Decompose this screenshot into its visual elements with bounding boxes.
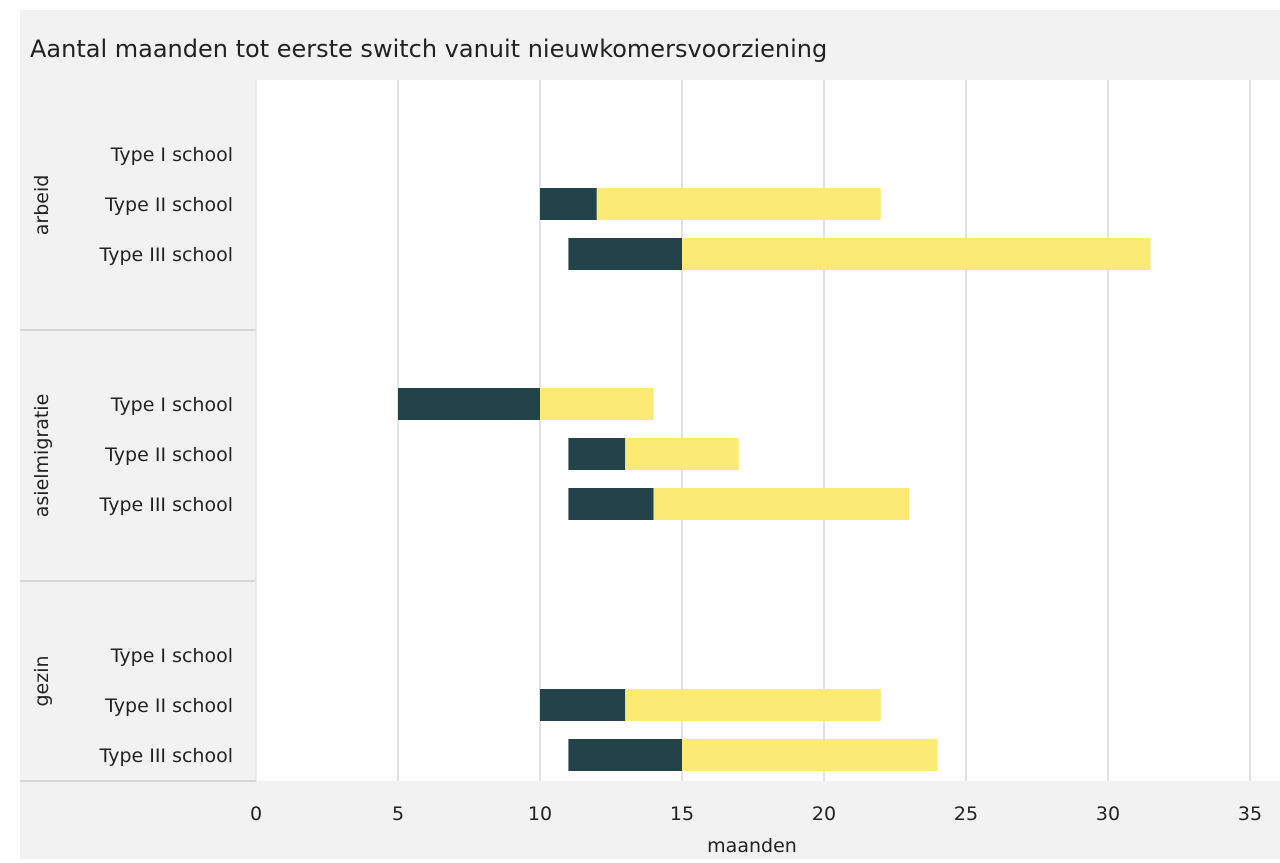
- bar-segment-dark: [568, 238, 682, 270]
- plot-area: [256, 80, 1280, 781]
- row-label: Type I school: [110, 394, 233, 416]
- bar-segment-light: [682, 238, 1151, 270]
- row-label: Type I school: [110, 144, 233, 166]
- x-axis-label: maanden: [707, 835, 797, 857]
- x-tick-label: 10: [528, 803, 552, 825]
- chart-title: Aantal maanden tot eerste switch vanuit …: [30, 35, 827, 63]
- bar-segment-light: [625, 438, 739, 470]
- bar-segment-dark: [568, 488, 653, 520]
- row-label: Type III school: [99, 244, 233, 266]
- row-label: Type II school: [104, 695, 233, 717]
- bar-segment-light: [625, 689, 881, 721]
- x-tick-label: 20: [812, 803, 836, 825]
- bar-segment-light: [682, 739, 938, 771]
- x-tick-label: 35: [1238, 803, 1262, 825]
- row-label: Type II school: [104, 194, 233, 216]
- row-label: Type III school: [99, 494, 233, 516]
- x-tick-label: 30: [1096, 803, 1120, 825]
- group-label: gezin: [31, 655, 53, 706]
- x-tick-label: 25: [954, 803, 978, 825]
- bar-segment-dark: [568, 438, 625, 470]
- group-label: asielmigratie: [31, 394, 53, 518]
- x-tick-label: 15: [670, 803, 694, 825]
- bar-segment-light: [540, 388, 654, 420]
- x-tick-label: 0: [250, 803, 262, 825]
- bar-segment-dark: [540, 689, 625, 721]
- x-tick-label: 5: [392, 803, 404, 825]
- bar-segment-dark: [398, 388, 540, 420]
- row-label: Type II school: [104, 444, 233, 466]
- row-label: Type I school: [110, 645, 233, 667]
- bar-segment-dark: [540, 188, 597, 220]
- bar-segment-dark: [568, 739, 682, 771]
- group-label: arbeid: [31, 175, 53, 236]
- bar-segment-light: [654, 488, 910, 520]
- row-label: Type III school: [99, 745, 233, 767]
- bar-segment-light: [597, 188, 881, 220]
